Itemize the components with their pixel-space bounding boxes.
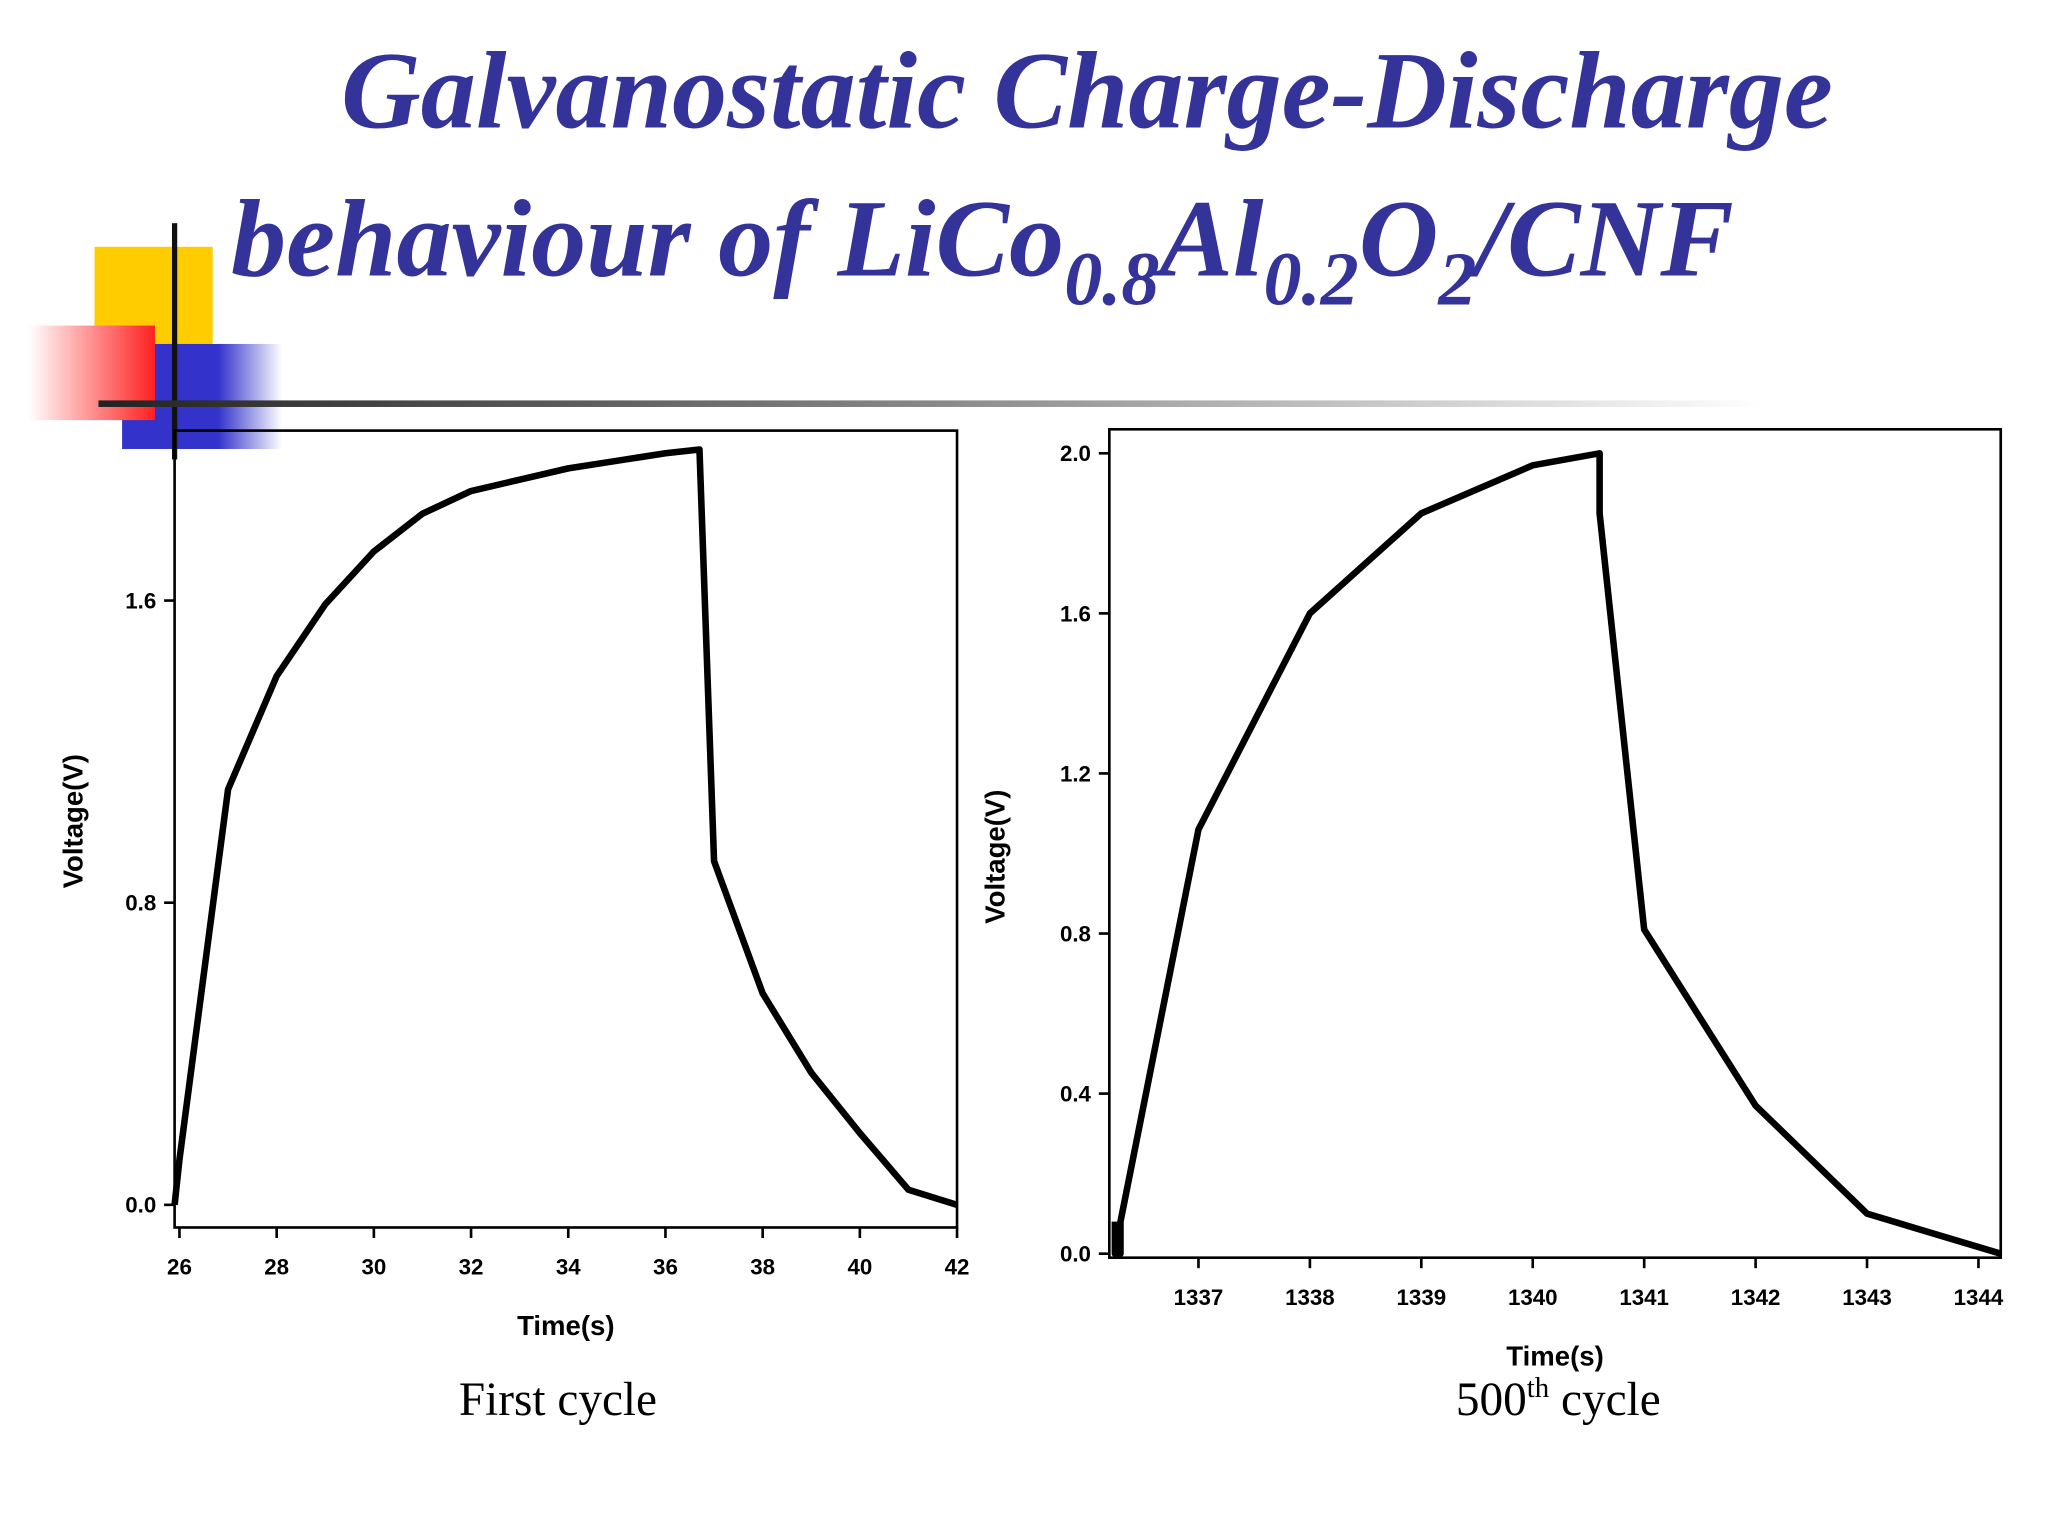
title-part: O	[1359, 178, 1439, 300]
caption-part: cycle	[1549, 1374, 1660, 1426]
y-tick-label: 1.6	[125, 588, 156, 613]
x-tick-label: 40	[847, 1255, 872, 1280]
title-part: Al	[1153, 178, 1264, 300]
y-tick-label: 0.0	[1060, 1242, 1091, 1267]
plot-frame	[1108, 427, 2003, 1259]
x-tick-label: 30	[361, 1255, 386, 1280]
x-tick-label: 36	[653, 1255, 678, 1280]
x-tick-label: 32	[459, 1255, 484, 1280]
deco-hline	[98, 400, 1766, 407]
x-tick-label: 34	[556, 1255, 581, 1280]
x-tick-label: 38	[750, 1255, 775, 1280]
title-line2: behaviour of LiCo0.8Al0.2O2/CNF	[231, 178, 1734, 322]
x-tick-label: 1339	[1397, 1285, 1447, 1310]
y-tick-label: 2.0	[1060, 441, 1091, 466]
x-tick-label: 1342	[1731, 1285, 1781, 1310]
title-sub: 0.8	[1064, 238, 1159, 322]
plot-frame	[173, 429, 959, 1229]
caption-part: 500	[1456, 1374, 1527, 1426]
caption: First cycle	[459, 1374, 657, 1426]
y-tick-label: 0.0	[125, 1193, 156, 1218]
x-tick-label: 1343	[1842, 1285, 1892, 1310]
x-tick-label: 1338	[1285, 1285, 1335, 1310]
y-tick-label: 1.2	[1060, 761, 1091, 786]
y-tick-label: 0.8	[1060, 921, 1091, 946]
title-part: /CNF	[1469, 178, 1733, 300]
data-line	[1111, 450, 2002, 1257]
title-part: behaviour of LiCo	[231, 178, 1064, 300]
x-tick-label: 1341	[1619, 1285, 1669, 1310]
title-line1: Galvanostatic Charge-Discharge	[341, 29, 1833, 151]
y-tick-label: 0.4	[1060, 1081, 1092, 1106]
data-line	[171, 446, 959, 1208]
caption: 500th cycle	[1456, 1372, 1661, 1426]
title-sub: 0.2	[1264, 238, 1359, 322]
x-tick-label: 42	[945, 1255, 970, 1280]
y-axis-title: Voltage(V)	[58, 754, 89, 888]
caption-sup: th	[1527, 1372, 1550, 1404]
x-tick-label: 1344	[1954, 1285, 2004, 1310]
y-tick-label: 0.8	[125, 891, 156, 916]
x-tick-label: 1340	[1508, 1285, 1558, 1310]
x-tick-label: 1337	[1174, 1285, 1224, 1310]
x-axis-title: Time(s)	[1506, 1340, 1603, 1371]
y-axis-title: Voltage(V)	[979, 790, 1010, 924]
deco-vline	[171, 223, 178, 460]
x-axis-title: Time(s)	[517, 1310, 614, 1341]
x-tick-label: 28	[264, 1255, 289, 1280]
title-sub: 2	[1437, 238, 1476, 322]
y-tick-label: 1.6	[1060, 601, 1091, 626]
x-tick-label: 26	[167, 1255, 192, 1280]
